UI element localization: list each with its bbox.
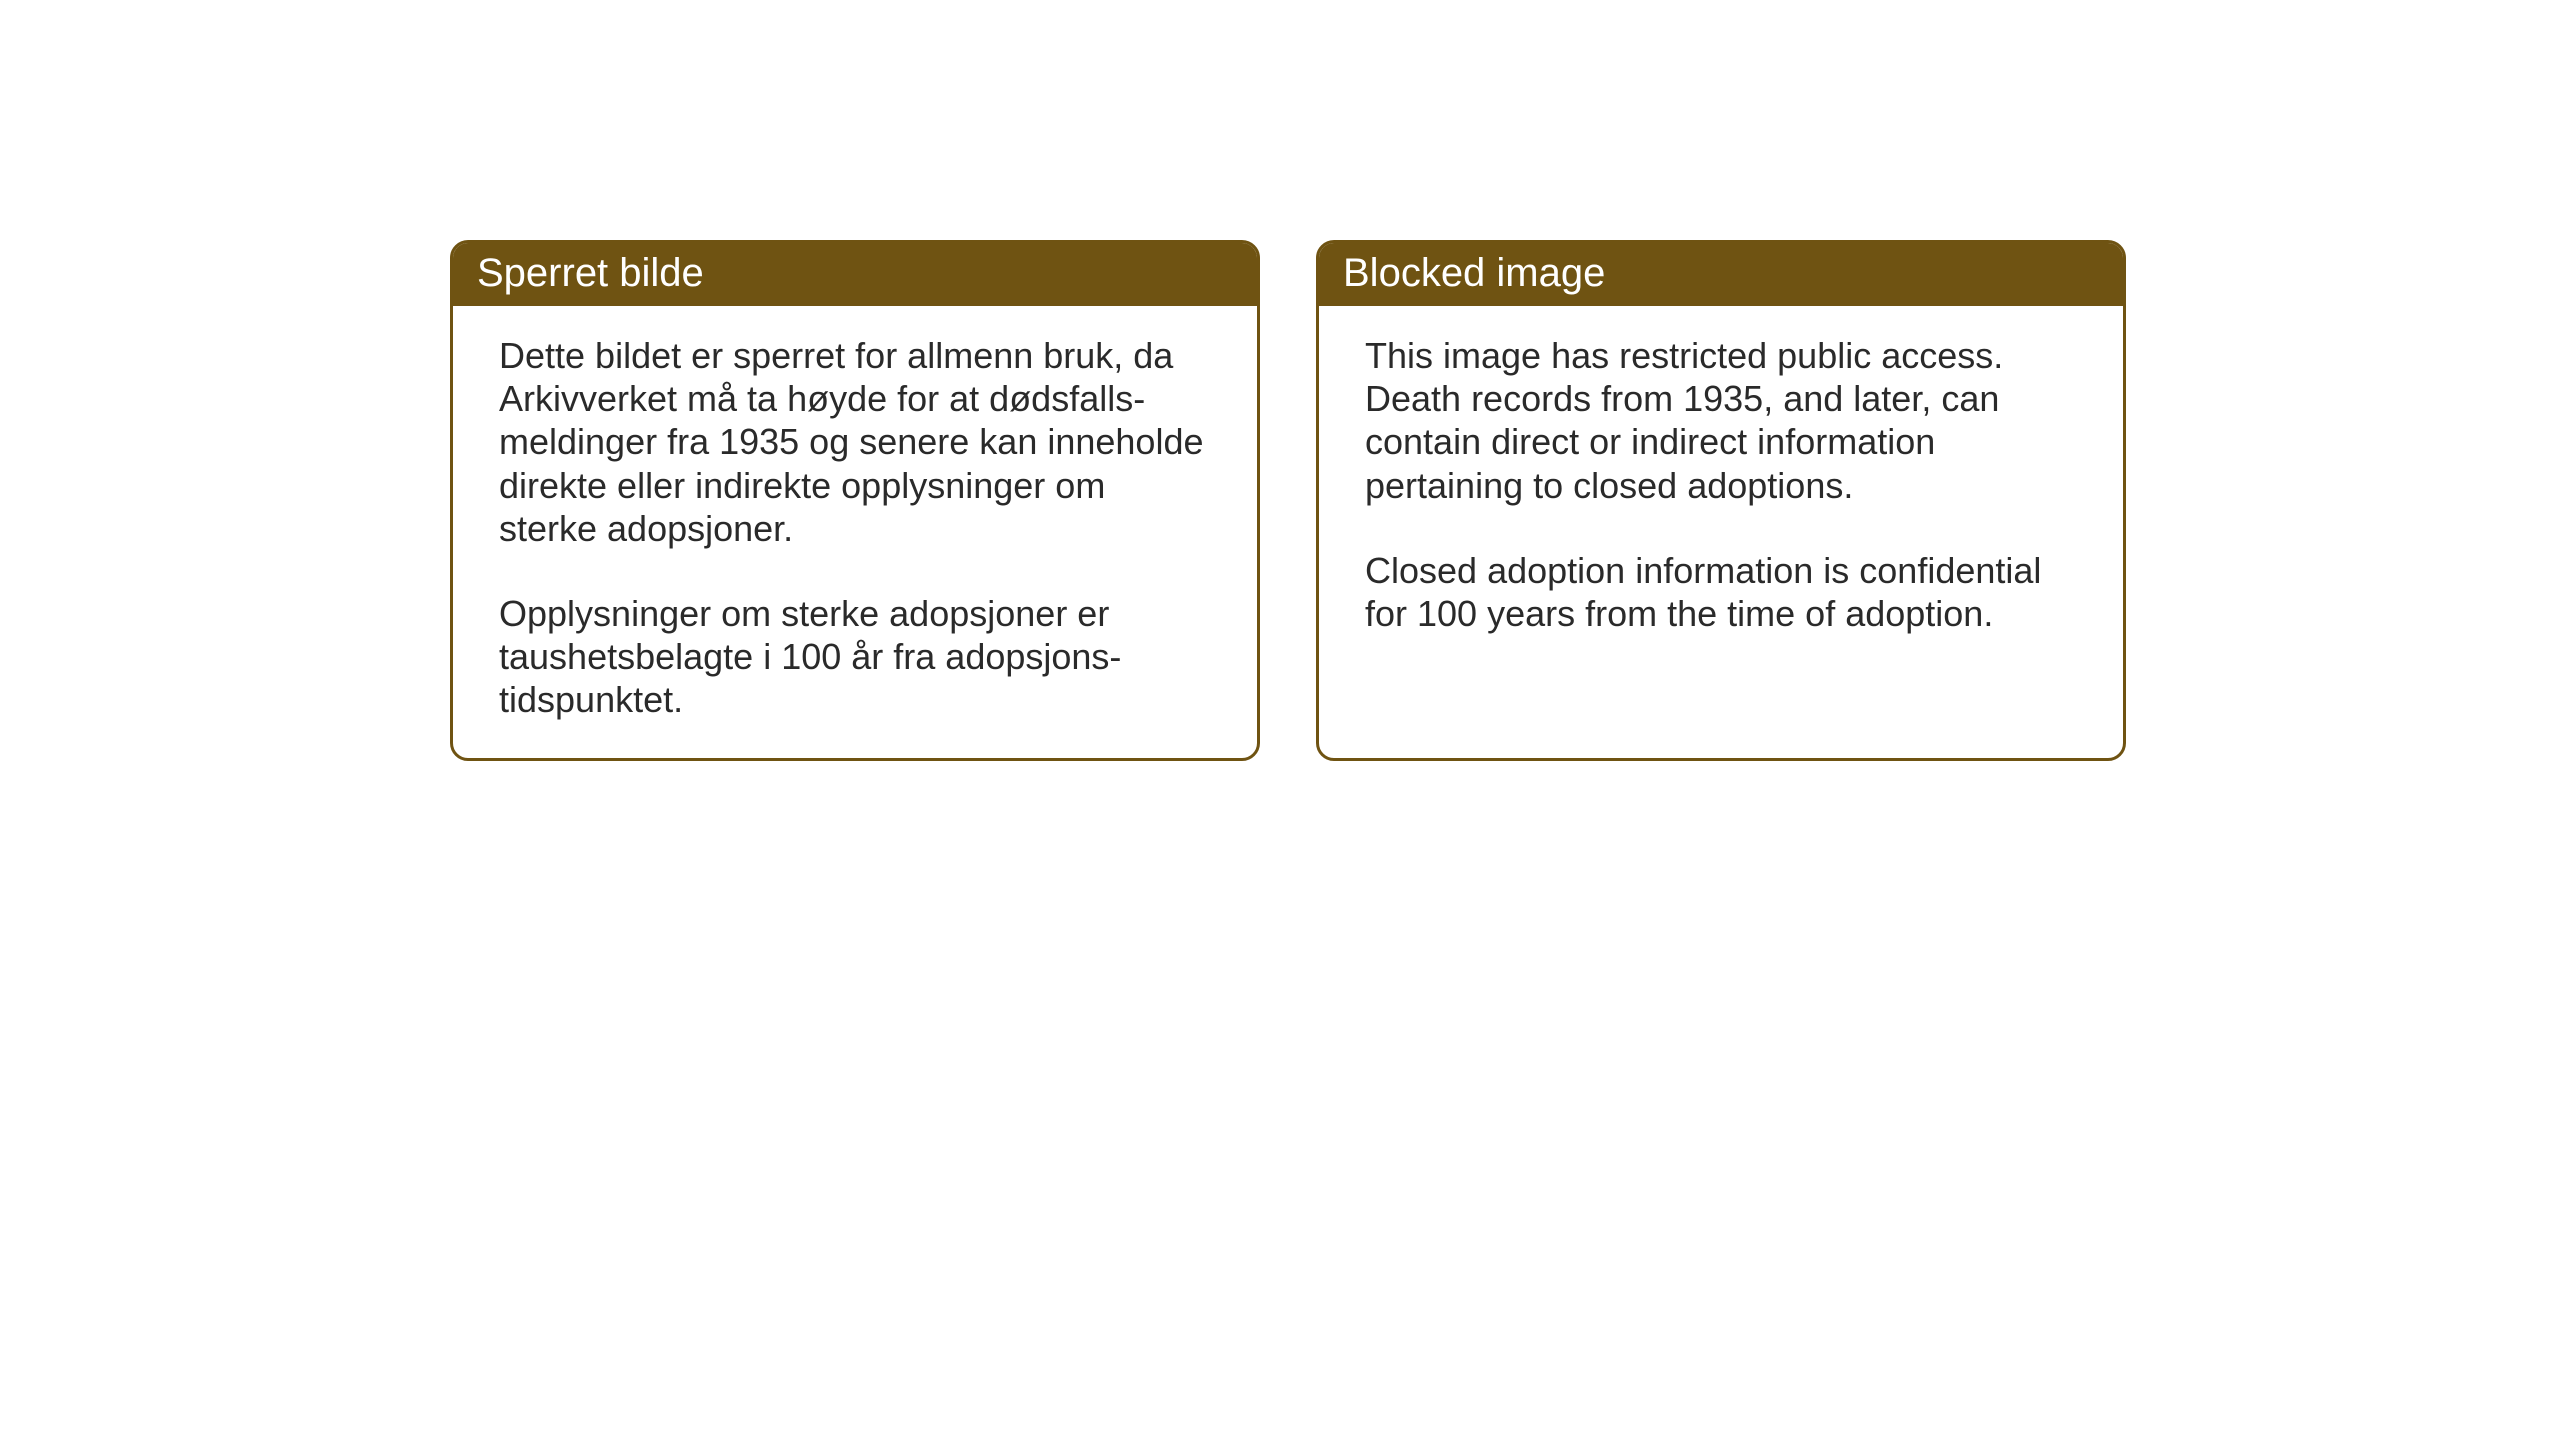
english-card-body: This image has restricted public access.… xyxy=(1319,306,2123,671)
english-notice-card: Blocked image This image has restricted … xyxy=(1316,240,2126,761)
norwegian-paragraph-2: Opplysninger om sterke adopsjoner er tau… xyxy=(499,592,1211,722)
norwegian-card-title: Sperret bilde xyxy=(453,243,1257,306)
notice-container: Sperret bilde Dette bildet er sperret fo… xyxy=(450,240,2126,761)
english-paragraph-2: Closed adoption information is confident… xyxy=(1365,549,2077,635)
norwegian-paragraph-1: Dette bildet er sperret for allmenn bruk… xyxy=(499,334,1211,550)
norwegian-notice-card: Sperret bilde Dette bildet er sperret fo… xyxy=(450,240,1260,761)
english-paragraph-1: This image has restricted public access.… xyxy=(1365,334,2077,507)
english-card-title: Blocked image xyxy=(1319,243,2123,306)
norwegian-card-body: Dette bildet er sperret for allmenn bruk… xyxy=(453,306,1257,758)
